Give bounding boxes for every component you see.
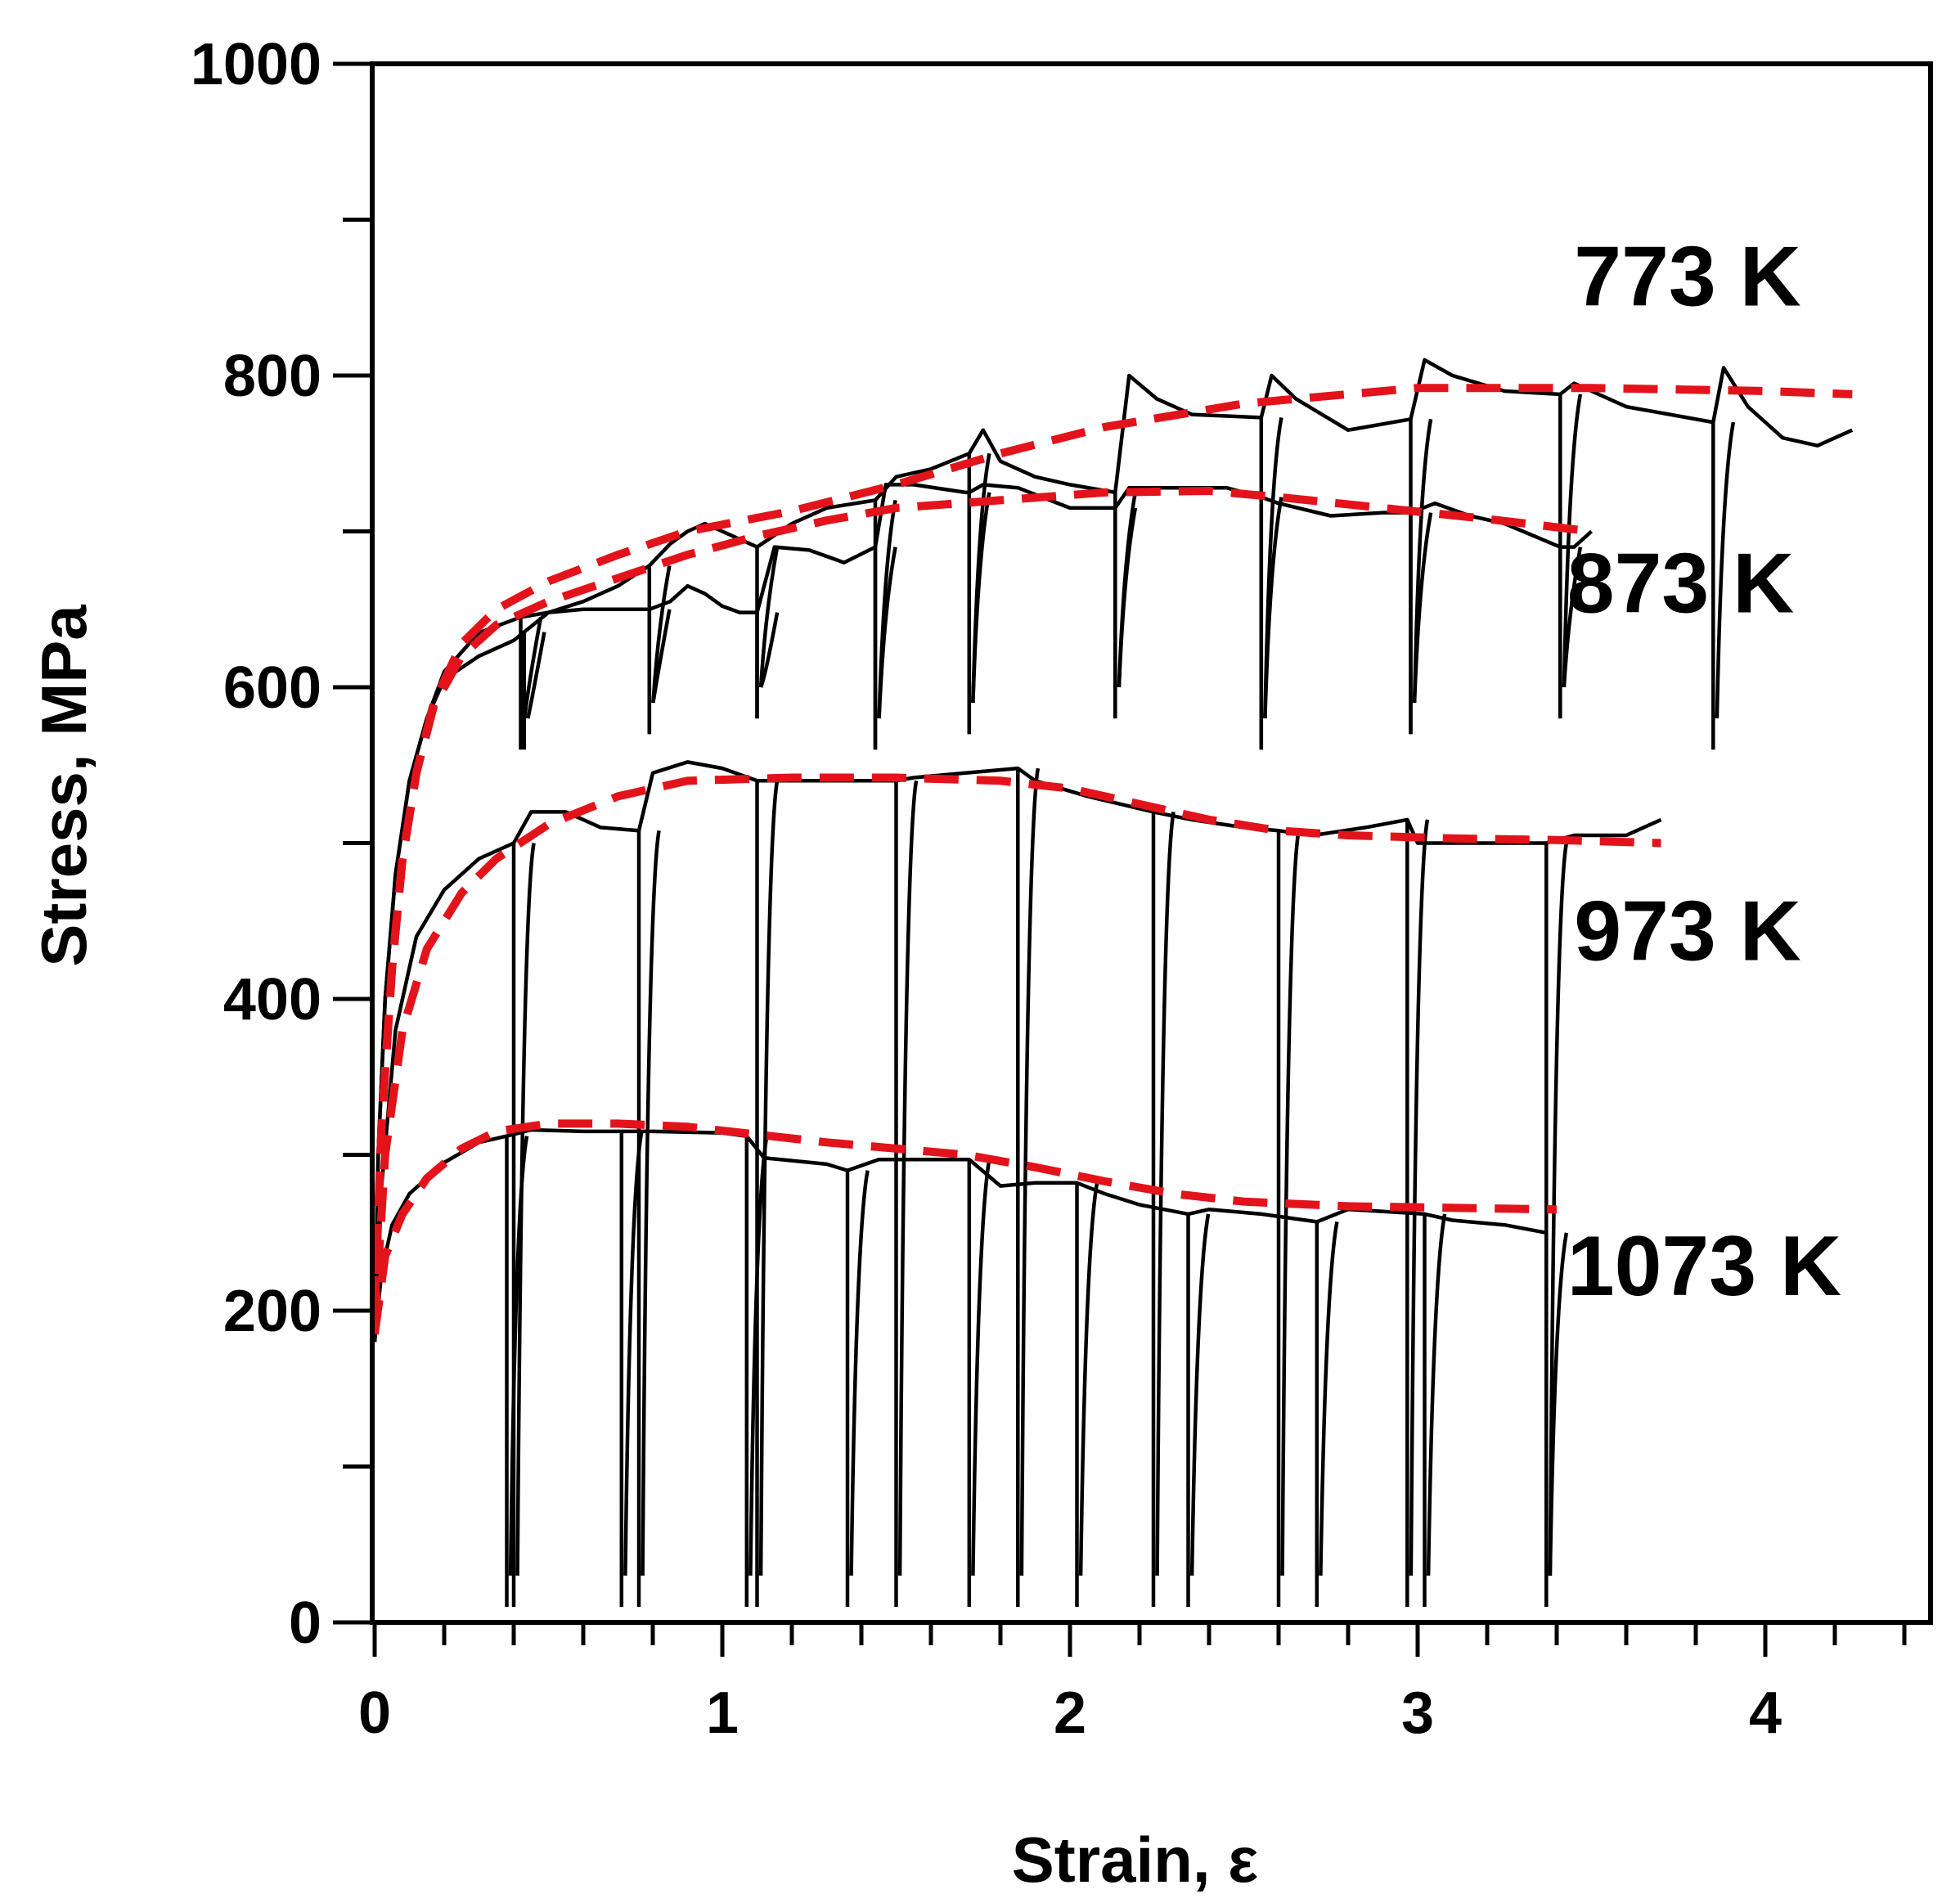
unload-reload-loop <box>755 780 780 1607</box>
unload-reload-loop <box>647 565 672 735</box>
unload-reload-loop <box>1186 1213 1211 1607</box>
unload-reload-loop <box>1151 811 1176 1607</box>
y-tick-label: 800 <box>223 344 321 409</box>
y-tick-label: 200 <box>223 1279 321 1344</box>
unload-reload-loop <box>1113 507 1138 719</box>
y-axis-title: Stress, MPa <box>28 605 100 967</box>
unload-reload-loop <box>1711 421 1736 750</box>
unload-reload-loop <box>845 1170 870 1607</box>
tick-labels: 0 200 400 600 800 1000 0 1 2 3 4 <box>191 32 1782 1746</box>
unload-reload-loop <box>1558 547 1583 719</box>
unload-reload-loop <box>636 830 661 1607</box>
y-tick-label: 400 <box>223 967 321 1032</box>
raw-curve-1073k <box>372 1127 1547 1343</box>
unload-reload-loop <box>522 632 546 750</box>
unload-reload-loop <box>1409 512 1433 735</box>
x-axis-title: Strain, ε <box>1012 1824 1258 1896</box>
unload-reload-loop <box>505 1136 529 1607</box>
unload-reload-loop <box>1423 1213 1447 1607</box>
unload-reload-loop <box>647 609 672 735</box>
axis-ticks <box>333 61 1907 1657</box>
unload-reload-loop <box>1075 1182 1099 1607</box>
fit-curve-1073k <box>371 1119 1558 1335</box>
y-tick-label: 1000 <box>191 32 321 97</box>
unload-reload-loop <box>1544 843 1569 1607</box>
x-tick-label: 0 <box>358 1680 391 1746</box>
series-label-1073k: 1073 K <box>1567 1219 1841 1314</box>
unload-reload-loop <box>1016 767 1041 1607</box>
unload-reload-loop <box>894 780 919 1607</box>
unload-reload-loop <box>619 1131 644 1607</box>
unload-reload-loop <box>1259 497 1283 750</box>
x-tick-label: 1 <box>706 1680 739 1746</box>
x-tick-label: 3 <box>1401 1680 1434 1746</box>
x-tick-label: 2 <box>1054 1680 1086 1746</box>
series-labels: 773 K 873 K 973 K 1073 K <box>1567 229 1841 1314</box>
fit-curves <box>371 384 1853 1335</box>
plot-frame <box>370 61 1933 1625</box>
unload-reload-loop <box>967 492 991 735</box>
unload-reload-loop <box>873 547 897 750</box>
series-label-873k: 873 K <box>1567 537 1795 632</box>
fit-curve-973k <box>371 773 1661 1327</box>
unload-reload-loop <box>1315 1221 1339 1607</box>
unload-reload-loop <box>519 616 543 750</box>
series-label-973k: 973 K <box>1574 884 1801 978</box>
unload-reload-loop <box>1276 830 1301 1607</box>
unload-reload-loop <box>744 1136 769 1607</box>
series-label-773k: 773 K <box>1574 229 1801 324</box>
fit-curve-773k <box>371 384 1853 1311</box>
unload-reload-loop <box>967 1158 991 1607</box>
fit-curve-873k <box>371 486 1593 1311</box>
unload-reload-loop <box>1544 1232 1569 1607</box>
x-tick-label: 4 <box>1749 1680 1782 1746</box>
unload-reload-loop <box>511 843 536 1607</box>
y-tick-label: 600 <box>223 655 321 721</box>
y-tick-label: 0 <box>289 1590 321 1656</box>
unload-reload-loop <box>755 612 780 719</box>
